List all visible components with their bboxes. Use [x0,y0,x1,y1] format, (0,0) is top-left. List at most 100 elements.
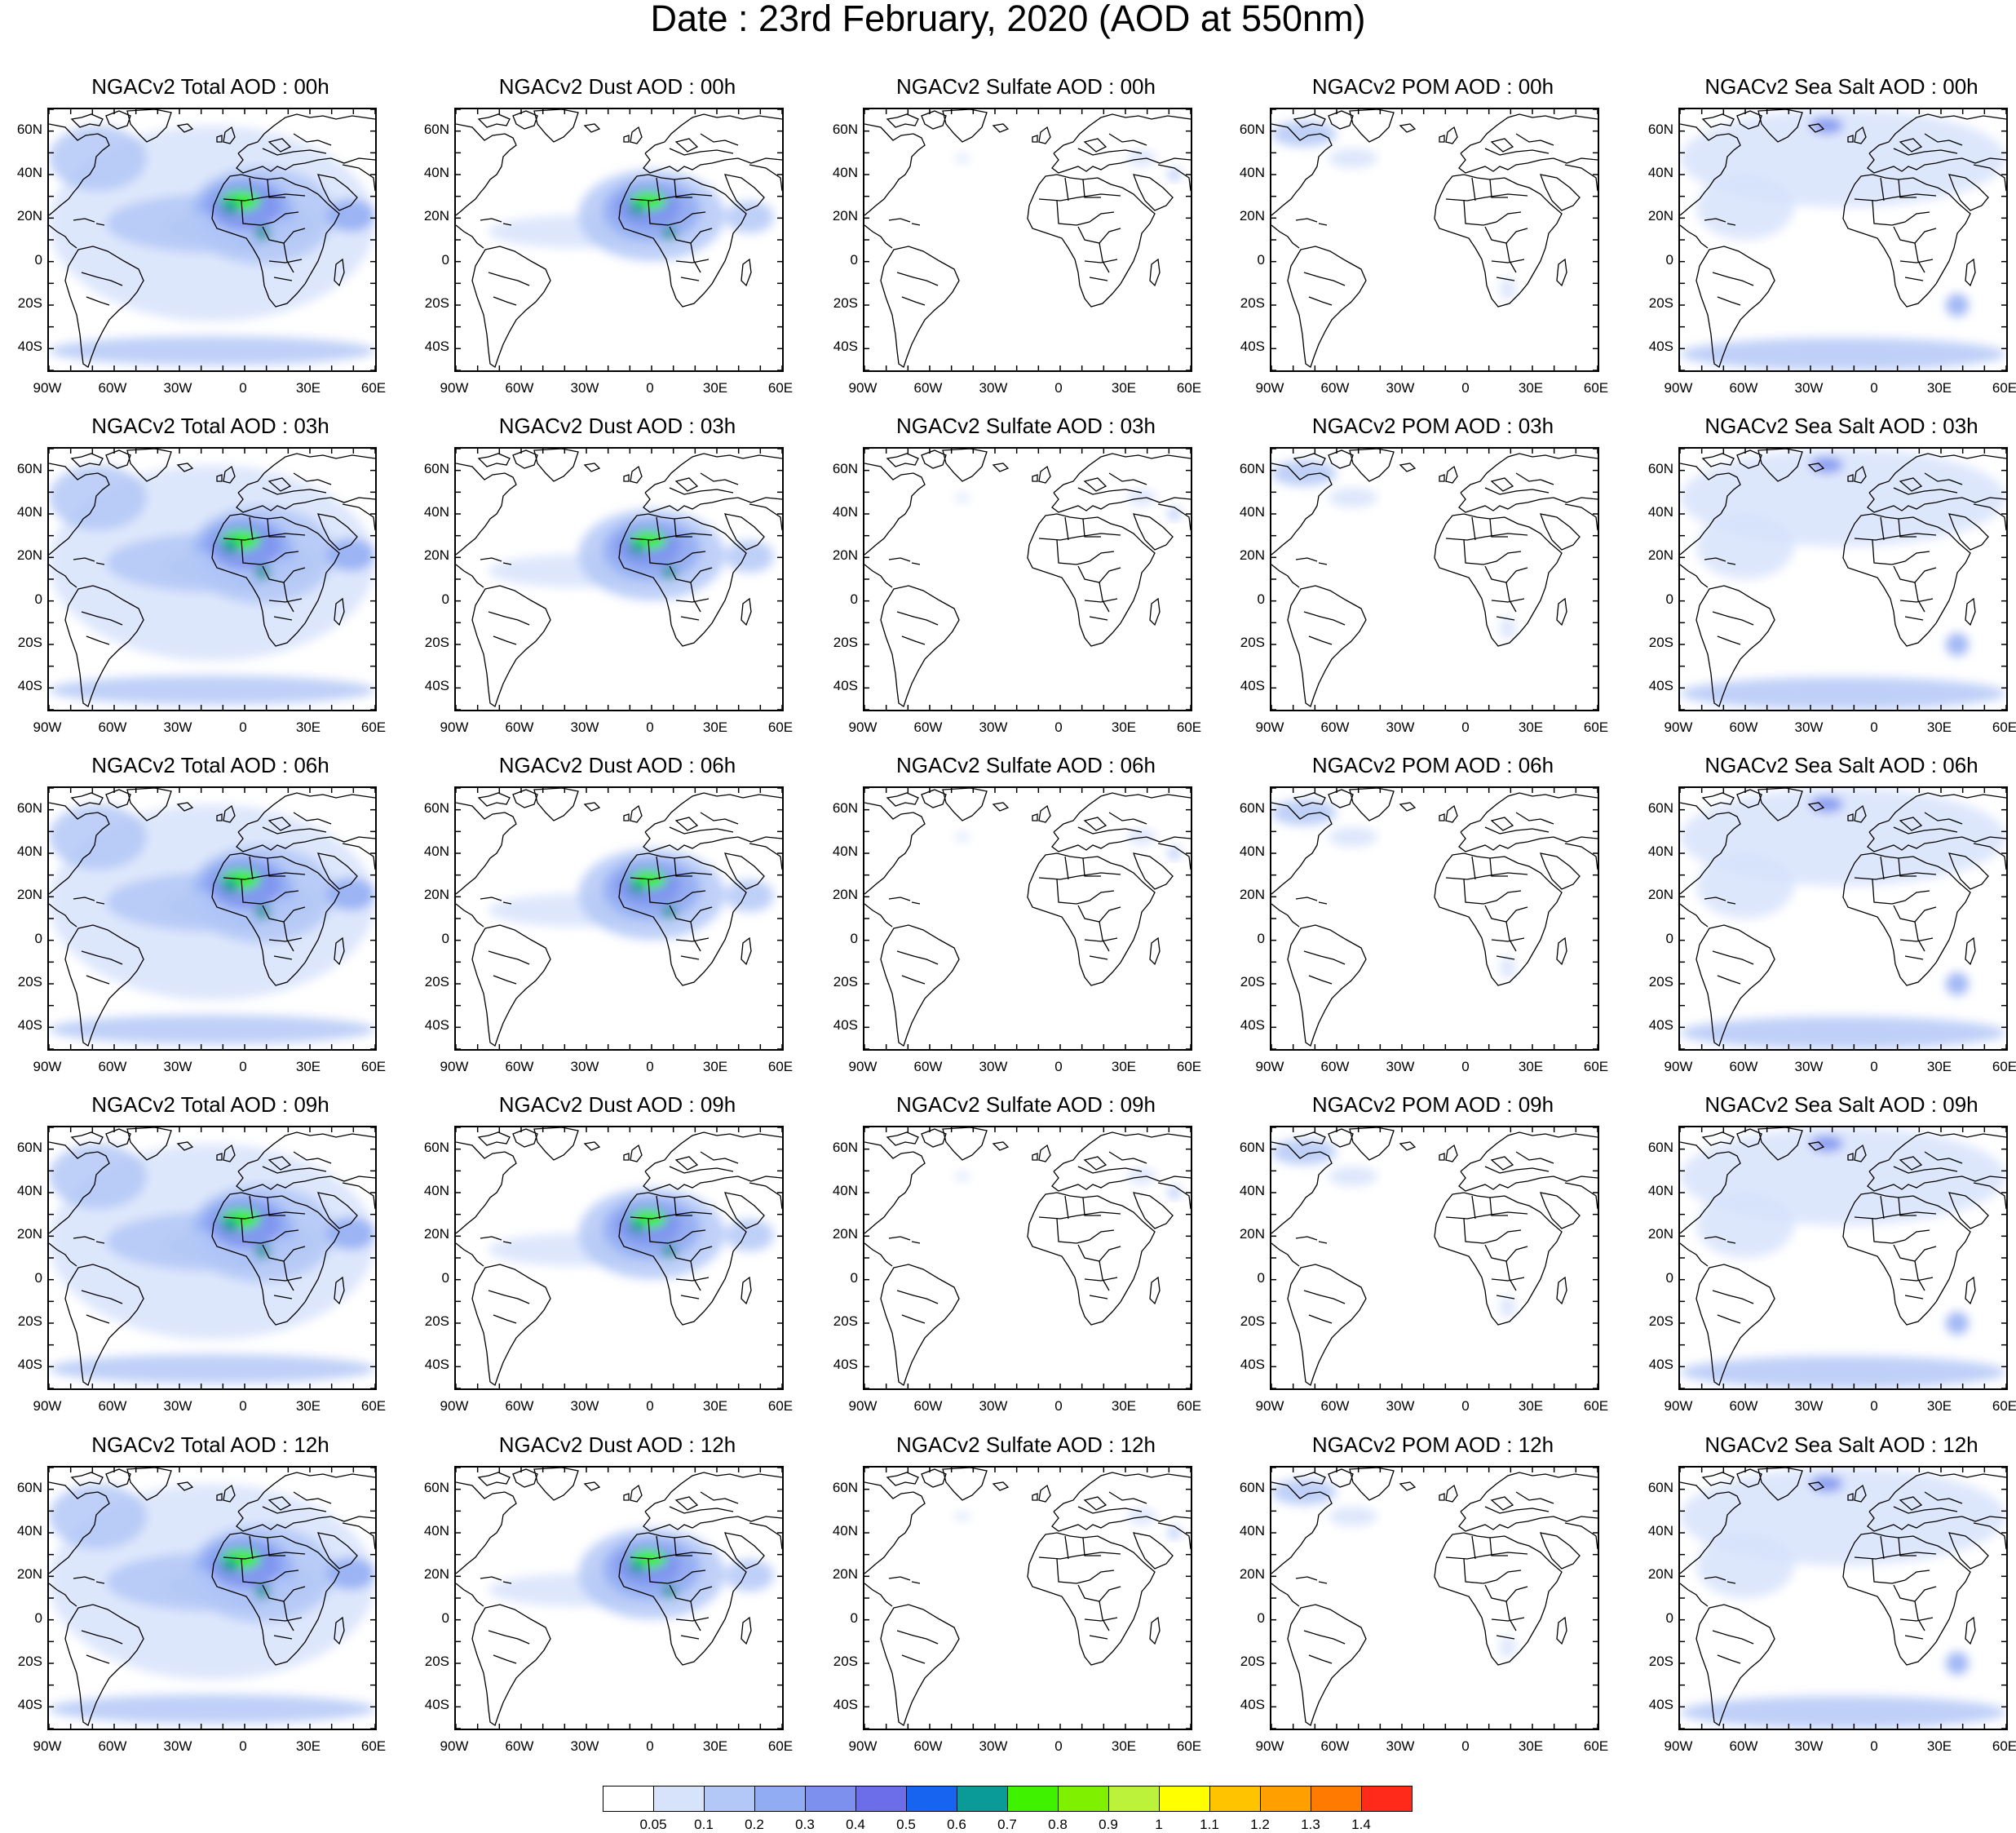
lat-tick-label: 20S [1648,635,1673,650]
aod-map [456,788,782,1049]
colorbar-swatch [906,1786,957,1812]
map-frame [1270,786,1599,1051]
lon-tick-label: 30E [1926,1398,1952,1414]
lon-tick-label: 60W [913,1738,943,1754]
aod-map [864,1127,1191,1388]
lat-tick-label: 20N [423,1566,449,1583]
aod-region [725,1219,774,1251]
aod-region [326,1557,375,1590]
panel-title: NGACv2 Sulfate AOD : 06h [896,753,1156,777]
aod-region [1946,972,1969,995]
lon-tick-label: 30W [1794,1059,1824,1074]
lon-tick-label: 30E [702,719,728,735]
lat-tick-label: 0 [34,1269,42,1286]
lat-tick-label: 60N [832,121,858,137]
map-frame [863,447,1192,711]
lat-tick-label: 60N [16,121,42,137]
aod-region [1271,460,1337,486]
lat-tick-label: 60N [423,799,449,816]
lon-tick-label: 30W [163,1738,192,1754]
lon-tick-label: 90W [1664,1398,1693,1414]
lon-tick-label: 90W [1255,719,1284,735]
lat-tick-label: 40N [1239,165,1265,180]
lat-tick-label: 40S [17,1017,42,1034]
panel-title: NGACv2 Sea Salt AOD : 06h [1704,753,1978,777]
coastline-outlines [864,788,1191,1047]
lon-tick-label: 60W [98,719,127,735]
aod-region [1271,799,1337,826]
lat-tick-label: 20S [1240,1313,1265,1329]
lon-tick-label: 30E [1518,1398,1544,1414]
lat-tick-label: 20S [833,974,858,990]
panel-title: NGACv2 POM AOD : 12h [1311,1432,1554,1457]
lon-tick-label: 30E [295,1398,321,1414]
lat-tick-label: 0 [34,930,42,946]
lat-tick-label: 20S [424,974,449,990]
lat-tick-label: 60N [1647,121,1673,137]
map-frame [454,1126,784,1390]
lon-tick-label: 60W [1320,1398,1350,1414]
lon-tick-label: 30E [1111,1738,1137,1754]
lat-tick-label: 60N [16,1479,42,1495]
aod-map [1680,1127,2006,1388]
lat-tick-label: 40N [1647,165,1673,180]
lon-tick-label: 60W [1729,719,1758,735]
lon-tick-label: 0 [646,380,654,396]
lat-tick-label: 20N [423,887,449,903]
aod-region [630,1561,644,1574]
lon-tick-label: 30E [702,380,728,396]
lat-tick-label: 40S [833,1017,858,1034]
colorbar-label: 0.5 [896,1817,916,1832]
lat-tick-label: 60N [832,460,858,476]
lat-tick-label: 20N [16,1226,42,1242]
lat-tick-label: 60N [832,799,858,816]
lat-tick-label: 40N [16,165,42,180]
lat-tick-label: 0 [1665,930,1673,946]
lat-tick-label: 40N [832,843,858,859]
lat-tick-label: 60N [1647,1139,1673,1155]
lon-tick-label: 90W [848,719,878,735]
lon-tick-label: 60E [1992,380,2016,396]
aod-region [1810,457,1843,473]
colorbar-label: 0.2 [745,1817,764,1832]
lon-tick-label: 60E [360,380,387,396]
lon-tick-label: 30W [979,1398,1008,1414]
lon-tick-label: 0 [1870,719,1878,735]
aod-region [1696,1193,1794,1258]
lat-tick-label: 20N [832,887,858,903]
aod-map [456,1127,782,1388]
lon-tick-label: 90W [1664,719,1693,735]
aod-map [1680,449,2006,710]
panel-title: NGACv2 POM AOD : 09h [1311,1092,1554,1117]
lon-tick-label: 60W [1320,719,1350,735]
colorbar-swatch [1007,1786,1059,1812]
lon-tick-label: 30E [702,1738,728,1754]
aod-region [1680,1696,2006,1729]
lat-tick-label: 40N [1647,504,1673,520]
aod-map [456,109,782,370]
aod-region [1946,633,1969,656]
lat-tick-label: 20S [1240,635,1265,650]
lon-tick-label: 30W [570,1059,599,1074]
lon-tick-label: 0 [1461,380,1470,396]
panel-title: NGACv2 Total AOD : 12h [91,1432,329,1457]
lat-tick-label: 20S [1648,974,1673,990]
lat-tick-label: 60N [16,1139,42,1155]
colorbar-swatch [603,1786,654,1812]
lon-tick-label: 0 [1870,1059,1878,1074]
lat-tick-label: 20S [17,1654,42,1669]
lat-tick-label: 60N [1239,121,1265,137]
lon-tick-label: 0 [646,1738,654,1754]
lon-tick-label: 30W [1794,380,1824,396]
lat-tick-label: 40S [17,339,42,355]
panel-title: NGACv2 Dust AOD : 06h [498,753,736,777]
lat-tick-label: 0 [850,591,858,607]
lon-tick-label: 30E [1518,380,1544,396]
lon-tick-label: 0 [1461,1738,1470,1754]
aod-region [630,1220,644,1233]
lat-tick-label: 20S [17,974,42,990]
lon-tick-label: 90W [1664,380,1693,396]
lon-tick-label: 30E [295,1738,321,1754]
aod-region [662,227,677,240]
lat-tick-label: 40S [17,1357,42,1373]
